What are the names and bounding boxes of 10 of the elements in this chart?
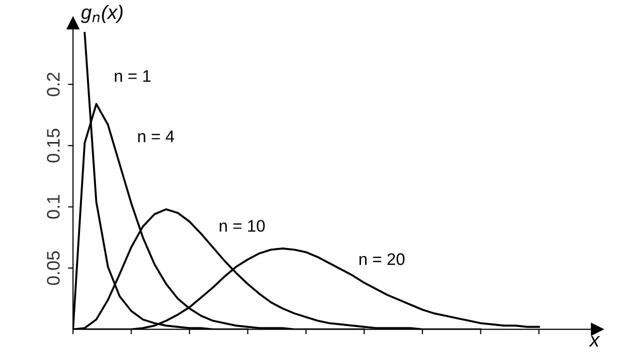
series-label: n = 10 bbox=[220, 220, 265, 232]
x-axis-title: x bbox=[588, 336, 600, 346]
y-tick-label: 0.2 bbox=[46, 72, 60, 96]
y-axis-title: g$_{n}$(x) bbox=[80, 4, 123, 23]
y-tick-label: 0.1 bbox=[46, 195, 60, 219]
y-tick-label: 0.05 bbox=[46, 251, 60, 285]
y-tick-label: 0.15 bbox=[46, 128, 60, 162]
series-label: n = 20 bbox=[359, 253, 405, 266]
series-label: n = 1 bbox=[114, 70, 150, 82]
series-label: n = 4 bbox=[138, 130, 174, 142]
